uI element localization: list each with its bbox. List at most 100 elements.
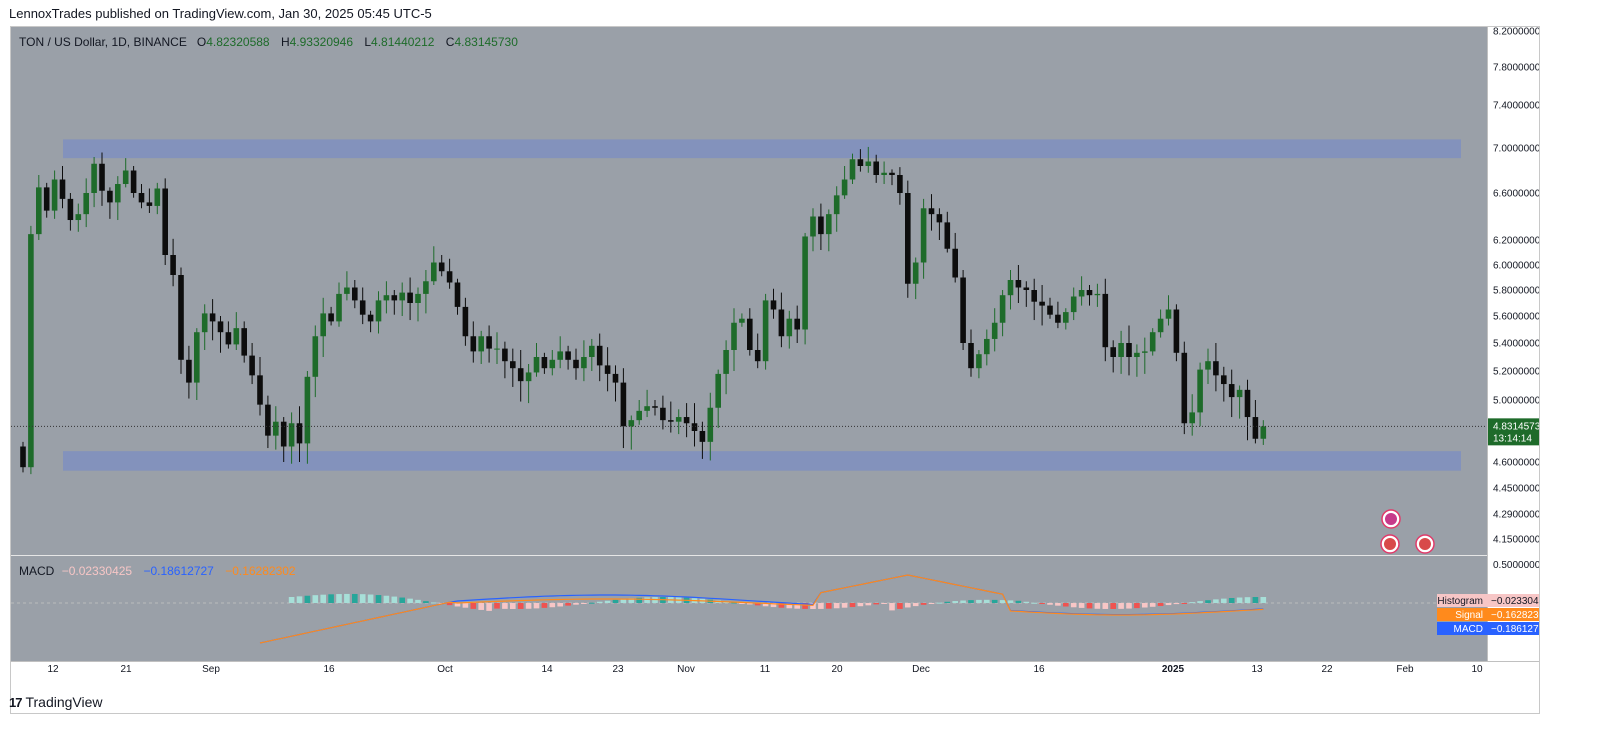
date-tick-label: 20 — [831, 664, 843, 675]
candle-body — [99, 163, 105, 191]
macd-histogram-bar — [620, 599, 627, 603]
candle-body — [510, 361, 516, 369]
macd-tag-macd: MACD −0.18612727 — [1437, 622, 1539, 635]
candle-body — [336, 293, 342, 322]
candle-body — [525, 372, 532, 382]
macd-histogram-bar — [1197, 601, 1203, 603]
date-tick-label: 2025 — [1162, 664, 1185, 675]
macd-histogram-bar — [1228, 598, 1235, 603]
date-tick-label: Feb — [1396, 664, 1414, 675]
low-value: 4.81440212 — [371, 35, 435, 49]
price-tick-label: 4.45000000 — [1493, 484, 1539, 495]
candle-body — [367, 314, 374, 322]
macd-legend-histogram: −0.02330425 — [61, 564, 133, 578]
macd-histogram-bar — [596, 601, 603, 603]
macd-histogram-bar — [849, 603, 856, 608]
macd-histogram-bar — [968, 600, 974, 603]
candle-body — [699, 431, 706, 442]
candle-body — [1118, 343, 1124, 357]
macd-histogram-bar — [454, 603, 461, 607]
candle-body — [328, 313, 334, 322]
price-tick-label: 5.80000000 — [1493, 286, 1539, 297]
candles-group — [20, 146, 1267, 475]
candle-body — [312, 336, 319, 377]
chart-frame[interactable]: 8.20000000 7.80000000 7.40000000 7.00000000… — [10, 26, 1540, 714]
last-price-value: 4.83145730 — [1493, 421, 1539, 432]
candle-body — [391, 295, 398, 301]
candle-body — [407, 292, 413, 303]
candle-body — [241, 328, 247, 356]
candle-body — [415, 293, 421, 303]
candle-body — [841, 179, 848, 196]
macd-histogram-bar — [1189, 602, 1195, 604]
date-axis-bg — [11, 662, 1539, 713]
macd-histogram-bar — [304, 595, 311, 603]
candle-body — [1165, 309, 1172, 319]
macd-histogram-bar — [352, 593, 358, 603]
candle-body — [596, 345, 603, 366]
candle-body — [826, 214, 832, 235]
candle-body — [352, 287, 358, 301]
macd-histogram-bar — [612, 599, 619, 603]
candle-body — [936, 214, 943, 223]
date-tick-label: 16 — [323, 664, 335, 675]
date-tick-label: 12 — [47, 664, 59, 675]
macd-legend-signal: −0.16282302 — [225, 564, 296, 578]
candle-body — [960, 277, 966, 343]
candle-body — [984, 338, 990, 355]
macd-histogram-bar — [494, 603, 500, 609]
macd-histogram-bar — [557, 603, 563, 607]
candle-body — [1126, 343, 1132, 357]
macd-histogram-bar — [573, 603, 579, 605]
candle-body — [91, 163, 97, 193]
macd-histogram-bar — [1149, 603, 1156, 607]
candle-body — [1023, 287, 1030, 290]
macd-histogram-bar — [399, 597, 405, 603]
macd-histogram-bar — [604, 600, 611, 603]
candle-body — [359, 300, 366, 315]
macd-histogram-bar — [1252, 597, 1259, 603]
chart-canvas[interactable]: 8.20000000 7.80000000 7.40000000 7.00000000… — [11, 27, 1539, 713]
candle-body — [83, 193, 89, 215]
macd-histogram-bar — [999, 600, 1006, 603]
lightning-event-icon — [1381, 509, 1401, 529]
macd-histogram-bar — [1260, 597, 1267, 603]
macd-histogram-bar — [375, 595, 382, 603]
macd-histogram-bar — [1221, 598, 1227, 603]
macd-histogram-bar — [1173, 603, 1180, 605]
candle-body — [660, 407, 666, 421]
candle-body — [620, 382, 627, 427]
macd-histogram-bar — [1039, 603, 1045, 604]
candle-body — [1055, 314, 1061, 323]
macd-histogram-bar — [1015, 600, 1022, 603]
macd-histogram-bar — [912, 603, 919, 607]
macd-histogram-bar — [320, 594, 326, 603]
last-price-tag-bg — [1488, 418, 1539, 446]
high-label: H — [280, 35, 290, 49]
candle-body — [146, 202, 153, 206]
candle-body — [762, 300, 769, 362]
symbol-legend: TON / US Dollar, 1D, BINANCE O4.82320588… — [19, 35, 526, 49]
macd-histogram-bar — [857, 603, 864, 607]
macd-histogram-bar — [754, 603, 761, 606]
price-tick-label: 4.29000000 — [1493, 510, 1539, 521]
candle-body — [581, 357, 587, 369]
price-tick-label: 8.20000000 — [1493, 27, 1539, 38]
price-tick-label: 6.60000000 — [1493, 189, 1539, 200]
price-tick-label: 6.00000000 — [1493, 261, 1539, 272]
candle-body — [43, 187, 50, 211]
date-tick-label: 23 — [612, 664, 624, 675]
open-value: 4.82320588 — [206, 35, 270, 49]
candle-body — [170, 255, 176, 275]
candle-body — [288, 423, 295, 447]
candle-body — [912, 262, 919, 284]
candle-body — [138, 193, 145, 203]
macd-histogram-bar — [462, 603, 469, 608]
candle-body — [130, 170, 137, 193]
candle-body — [1173, 309, 1180, 353]
candle-body — [1205, 361, 1211, 370]
candle-body — [217, 321, 224, 333]
macd-histogram-bar — [367, 594, 374, 603]
macd-histogram-bar — [415, 599, 421, 603]
price-pane — [11, 27, 1487, 555]
